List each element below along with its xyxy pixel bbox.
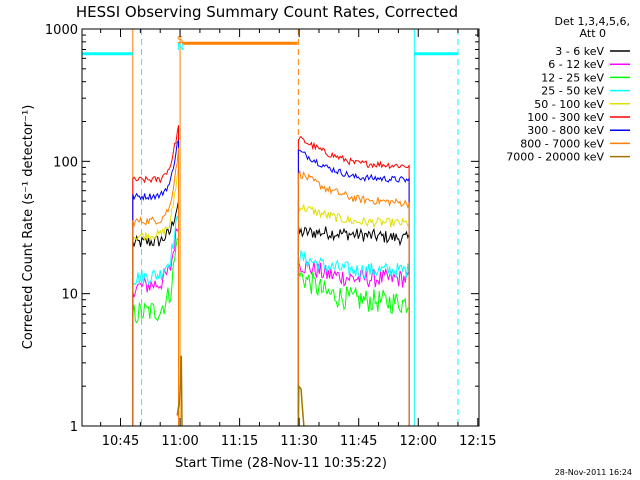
- legend-label-8: 800 - 7000 keV: [520, 137, 604, 150]
- legend-label-2: 6 - 12 keV: [548, 58, 604, 71]
- legend-label-1: 3 - 6 keV: [555, 45, 604, 58]
- series-1-segment-2: [297, 226, 410, 426]
- series-9-segment-2: [297, 384, 305, 427]
- y-tick-label-2: 10: [61, 288, 78, 303]
- legend-label-9: 7000 - 20000 keV: [506, 151, 604, 164]
- plot-series: [132, 125, 410, 427]
- y-tick-label-1: 1: [70, 420, 78, 435]
- x-tick-label-3: 11:15: [221, 434, 258, 449]
- series-9-segment-1: [176, 355, 183, 427]
- series-3-segment-1: [132, 237, 179, 426]
- series-7-segment-2: [297, 149, 410, 426]
- series-4-segment-2: [297, 249, 410, 426]
- legend-header-line-2: Att 0: [580, 27, 606, 40]
- series-5-segment-2: [297, 204, 410, 426]
- flag-label-2: N: [177, 42, 184, 53]
- series-6-segment-1: [132, 125, 179, 426]
- series-7-segment-1: [132, 139, 179, 426]
- legend-label-3: 12 - 25 keV: [541, 71, 604, 84]
- x-tick-label-4: 11:30: [280, 434, 317, 449]
- series-1-segment-1: [132, 201, 179, 426]
- series-6-segment-2: [297, 135, 410, 426]
- axes: 10:45 11:00 11:15 11:30 11:45 12:00 12:15 1 10 10…: [45, 23, 497, 449]
- x-tick-label-1: 10:45: [102, 434, 139, 449]
- footer-timestamp: 28-Nov-2011 16:24: [555, 468, 632, 477]
- y-tick-label-4: 1000: [45, 23, 78, 38]
- x-tick-label-2: 11:00: [161, 434, 198, 449]
- plot-background-lines: SN: [81, 29, 459, 426]
- legend-label-5: 50 - 100 keV: [534, 98, 604, 111]
- y-axis-label: Corrected Count Rate (s⁻¹ detector⁻¹): [21, 105, 36, 350]
- legend-label-4: 25 - 50 keV: [541, 85, 604, 98]
- x-tick-label-5: 11:45: [340, 434, 377, 449]
- series-2-segment-2: [297, 259, 410, 426]
- x-axis-label: Start Time (28-Nov-11 10:35:22): [175, 456, 387, 471]
- x-tick-label-7: 12:15: [459, 434, 496, 449]
- legend-label-6: 100 - 300 keV: [527, 111, 604, 124]
- legend-label-7: 300 - 800 keV: [527, 124, 604, 137]
- x-tick-label-6: 12:00: [400, 434, 437, 449]
- plot-frame: [81, 28, 480, 427]
- series-2-segment-1: [132, 226, 179, 426]
- series-4-segment-1: [132, 214, 179, 426]
- y-tick-label-3: 100: [53, 155, 78, 170]
- flag-label-1: S: [177, 35, 183, 46]
- legend-header-line-1: Det 1,3,4,5,6,: [554, 15, 630, 28]
- series-8-segment-2: [297, 170, 410, 426]
- series-5-segment-1: [132, 167, 179, 426]
- series-3-segment-2: [297, 266, 410, 426]
- series-8-segment-1: [132, 147, 179, 426]
- chart-title: HESSI Observing Summary Count Rates, Cor…: [76, 3, 458, 21]
